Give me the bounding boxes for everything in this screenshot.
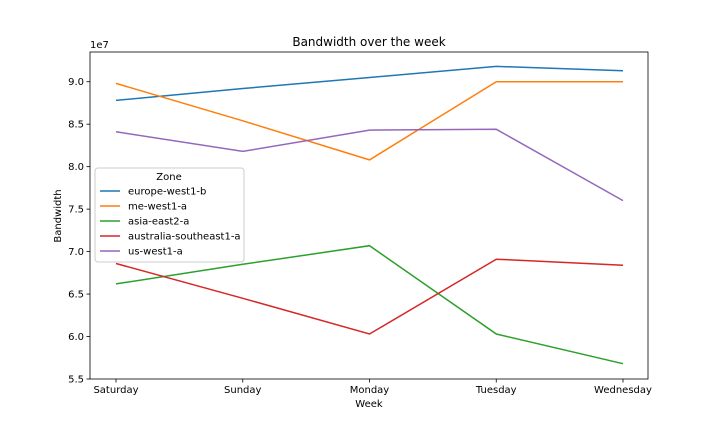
y-tick-label: 8.0 xyxy=(68,162,84,173)
legend-label: australia-southeast1-a xyxy=(128,232,241,243)
x-tick-label: Wednesday xyxy=(594,385,652,396)
plot-area xyxy=(89,51,649,380)
legend-box xyxy=(94,167,245,263)
series-line-asia-east2-a xyxy=(115,244,624,365)
y-tick-label: 7.5 xyxy=(68,205,84,216)
legend-label: asia-east2-a xyxy=(128,217,189,228)
series-lines xyxy=(115,65,624,365)
legend-title: Zone xyxy=(156,172,181,183)
y-offset-label: 1e7 xyxy=(90,40,109,51)
y-tick-label: 6.0 xyxy=(68,332,84,343)
x-tick-label: Tuesday xyxy=(475,385,517,396)
y-tick-label: 6.5 xyxy=(68,290,84,301)
y-axis-label: Bandwidth xyxy=(53,189,64,242)
series-line-australia-southeast1-a xyxy=(115,258,624,335)
legend: Zone europe-west1-b me-west1-a asia-east2-… xyxy=(94,167,245,263)
y-axis-ticks: 5.5 6.0 6.5 7.0 7.5 8.0 8.5 9.0 xyxy=(68,77,90,386)
legend-label: europe-west1-b xyxy=(128,187,206,198)
y-tick-label: 9.0 xyxy=(68,77,84,88)
y-tick-label: 5.5 xyxy=(68,375,84,386)
x-axis-ticks: Saturday Sunday Monday Tuesday Wednesday xyxy=(93,379,652,396)
y-tick-label: 8.5 xyxy=(68,120,84,131)
x-tick-label: Monday xyxy=(350,385,390,396)
legend-label: me-west1-a xyxy=(128,202,187,213)
y-tick-label: 7.0 xyxy=(68,247,84,258)
chart-title: Bandwidth over the week xyxy=(292,35,445,49)
legend-label: us-west1-a xyxy=(128,247,183,258)
legend-entries: europe-west1-b me-west1-a asia-east2-a aust… xyxy=(100,187,241,258)
x-tick-label: Sunday xyxy=(224,385,261,396)
x-axis-label: Week xyxy=(355,399,383,410)
x-tick-label: Saturday xyxy=(93,385,138,396)
series-line-europe-west1-b xyxy=(115,65,624,102)
